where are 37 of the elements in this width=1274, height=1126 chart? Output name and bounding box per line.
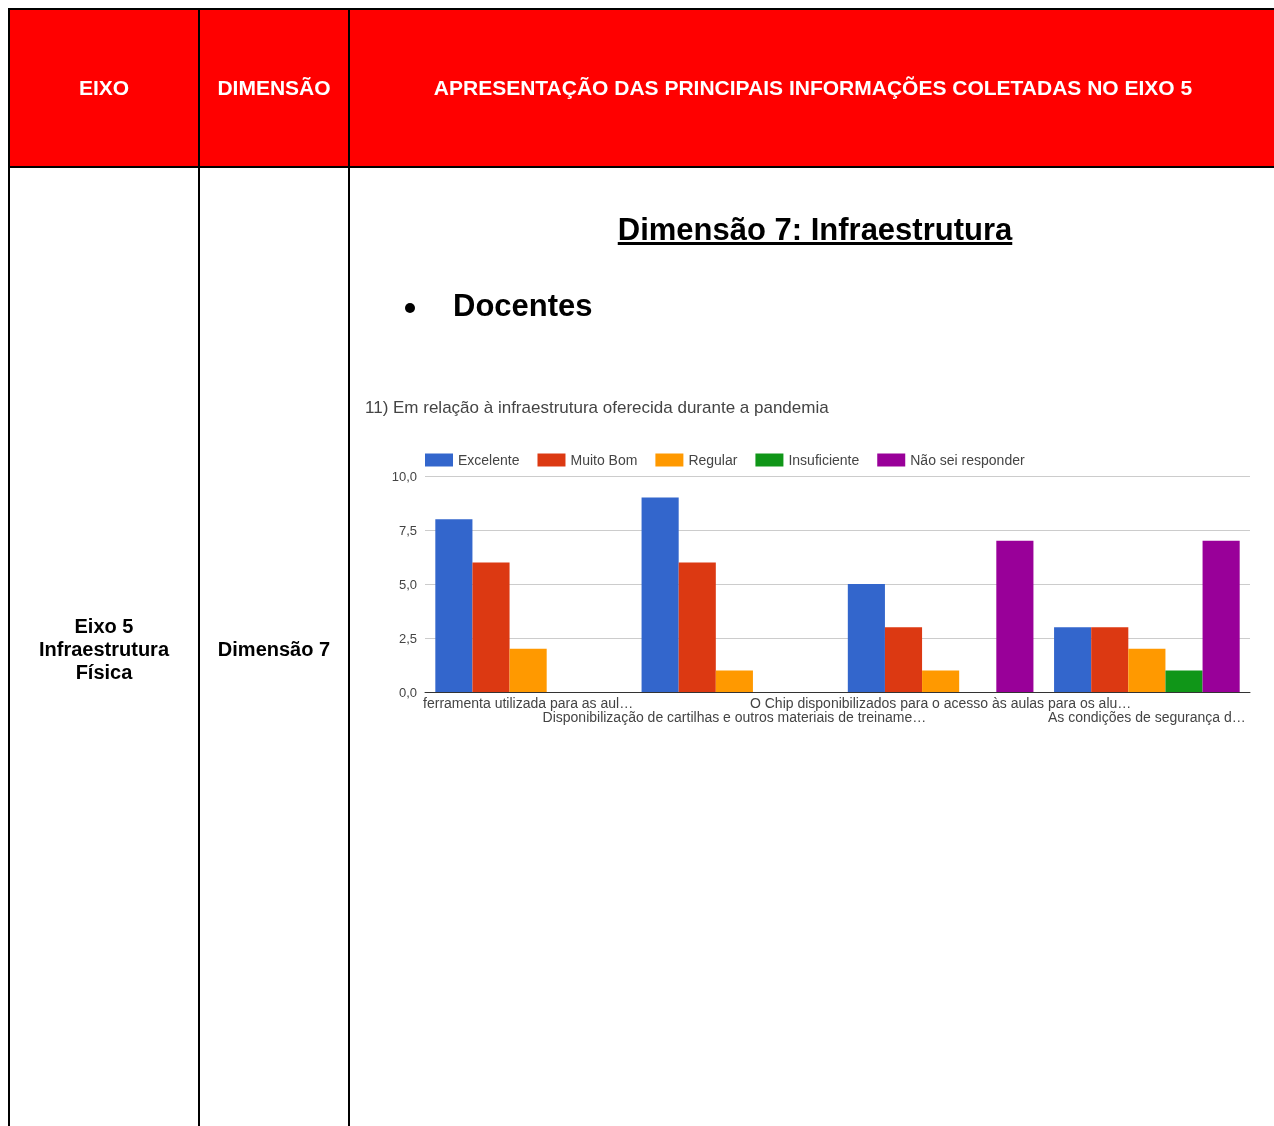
x-tick-label: ferramenta utilizada para as aul… <box>423 695 634 711</box>
bar <box>1165 670 1203 692</box>
bar <box>1091 627 1129 692</box>
text: DIMENSÃO <box>199 9 349 167</box>
bar <box>678 562 716 692</box>
bar <box>922 670 960 692</box>
x-tick-label: Disponibilização de cartilhas e outros materiais de treiname… <box>542 709 927 725</box>
legend-label: Muito Bom <box>570 452 638 468</box>
x-tick-label: O Chip disponibilizados para o acesso às aulas para os alu… <box>749 695 1132 711</box>
bar <box>1202 540 1240 692</box>
bar <box>1128 648 1166 692</box>
bar <box>641 497 679 692</box>
bar <box>884 627 923 692</box>
bar <box>509 648 547 692</box>
bar <box>472 562 510 692</box>
text: Dimensão 7: Infraestrutura <box>616 212 1014 248</box>
text: APRESENTAÇÃO DAS PRINCIPAIS INFORMAÇÕES COLETADAS NO EIXO 5 <box>349 9 1274 167</box>
x-tick-label: As condições de segurança d… <box>1048 709 1246 725</box>
text: Dimensão 7 <box>199 167 349 1126</box>
chart-title: 11) Em relação à infraestrutura oferecida durante a pandemia <box>365 398 830 417</box>
text: Eixo 5 Infraestrutura Física <box>9 167 199 1126</box>
y-tick-label: 0,0 <box>398 684 417 700</box>
y-tick-label: 5,0 <box>398 576 417 592</box>
y-tick-label: 2,5 <box>398 630 417 646</box>
bar <box>715 670 753 692</box>
bar <box>996 540 1034 692</box>
text: Docentes <box>453 288 593 323</box>
legend-label: Não sei responder <box>910 452 1025 468</box>
bar <box>435 519 473 692</box>
y-tick-label: 10,0 <box>391 468 417 484</box>
bar <box>1054 627 1092 692</box>
legend-label: Insuficiente <box>788 452 860 468</box>
legend-label: Excelente <box>458 452 520 468</box>
text: EIXO <box>9 9 199 167</box>
y-tick-label: 7,5 <box>398 522 417 538</box>
legend-label: Regular <box>688 452 738 468</box>
bar <box>847 584 885 692</box>
